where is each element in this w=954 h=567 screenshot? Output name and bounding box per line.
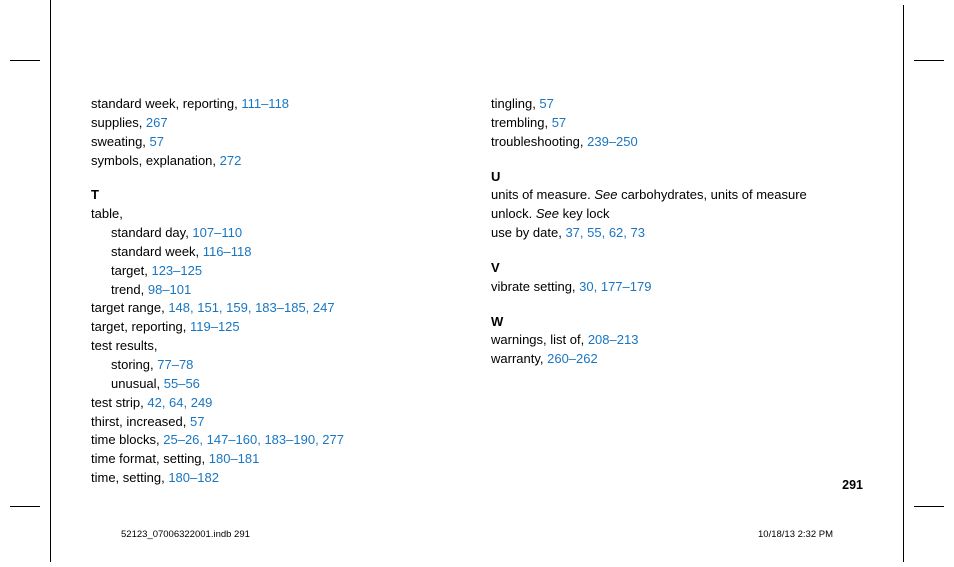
index-term: standard week, xyxy=(111,244,203,259)
index-page-ref[interactable]: 107–110 xyxy=(192,225,242,240)
index-page-ref[interactable]: 116–118 xyxy=(203,244,252,259)
index-page-ref[interactable]: 111–118 xyxy=(241,96,289,111)
see-target: carbohydrates, units of measure xyxy=(617,187,806,202)
index-term: use by date, xyxy=(491,225,565,240)
index-page-ref[interactable]: 37, 55, 62, 73 xyxy=(565,225,645,240)
index-entry: time format, setting, 180–181 xyxy=(91,450,463,469)
index-columns: standard week, reporting, 111–118 suppli… xyxy=(91,95,863,488)
index-page-ref[interactable]: 55–56 xyxy=(164,376,200,391)
index-term: warnings, list of, xyxy=(491,332,588,347)
crop-mark xyxy=(10,506,40,507)
index-term: warranty, xyxy=(491,351,547,366)
index-entry: unlock. See key lock xyxy=(491,205,863,224)
index-page-ref[interactable]: 123–125 xyxy=(151,263,202,278)
index-page-ref[interactable]: 77–78 xyxy=(157,357,193,372)
section-letter-t: T xyxy=(91,186,463,205)
index-entry: time, setting, 180–182 xyxy=(91,469,463,488)
index-entry: vibrate setting, 30, 177–179 xyxy=(491,278,863,297)
footer-filename: 52123_07006322001.indb 291 xyxy=(121,529,250,540)
crop-mark xyxy=(10,60,40,61)
index-entry: standard week, reporting, 111–118 xyxy=(91,95,463,114)
index-term: trembling, xyxy=(491,115,552,130)
index-page-ref[interactable]: 267 xyxy=(146,115,168,130)
index-page-ref[interactable]: 57 xyxy=(190,414,204,429)
index-term: target, reporting, xyxy=(91,319,190,334)
index-term: units of measure. xyxy=(491,187,594,202)
index-term: unusual, xyxy=(111,376,164,391)
index-entry: test results, xyxy=(91,337,463,356)
index-page-ref[interactable]: 180–181 xyxy=(209,451,260,466)
index-page-ref[interactable]: 98–101 xyxy=(148,282,191,297)
index-term: standard day, xyxy=(111,225,192,240)
index-entry: symbols, explanation, 272 xyxy=(91,152,463,171)
index-term: trend, xyxy=(111,282,148,297)
section-letter-w: W xyxy=(491,313,863,332)
index-page-ref[interactable]: 180–182 xyxy=(168,470,219,485)
index-term: storing, xyxy=(111,357,157,372)
index-page-ref[interactable]: 57 xyxy=(150,134,164,149)
index-right-column: tingling, 57 trembling, 57 troubleshooti… xyxy=(491,95,863,488)
print-footer: 52123_07006322001.indb 291 10/18/13 2:32… xyxy=(121,529,833,540)
index-page-ref[interactable]: 25–26, 147–160, 183–190, 277 xyxy=(163,432,344,447)
index-subentry: standard day, 107–110 xyxy=(91,224,463,243)
index-term: time, setting, xyxy=(91,470,168,485)
index-term: supplies, xyxy=(91,115,146,130)
index-page: standard week, reporting, 111–118 suppli… xyxy=(50,5,904,562)
crop-mark xyxy=(914,506,944,507)
index-page-ref[interactable]: 119–125 xyxy=(190,319,240,334)
index-page-ref[interactable]: 42, 64, 249 xyxy=(147,395,212,410)
index-term: test strip, xyxy=(91,395,147,410)
index-term: target, xyxy=(111,263,151,278)
index-term: tingling, xyxy=(491,96,539,111)
index-term: troubleshooting, xyxy=(491,134,587,149)
index-left-column: standard week, reporting, 111–118 suppli… xyxy=(91,95,463,488)
index-entry: time blocks, 25–26, 147–160, 183–190, 27… xyxy=(91,431,463,450)
index-subentry: storing, 77–78 xyxy=(91,356,463,375)
index-term: vibrate setting, xyxy=(491,279,579,294)
index-page-ref[interactable]: 30, 177–179 xyxy=(579,279,651,294)
index-term: symbols, explanation, xyxy=(91,153,220,168)
footer-datetime: 10/18/13 2:32 PM xyxy=(758,529,833,540)
index-entry: warnings, list of, 208–213 xyxy=(491,331,863,350)
index-entry: warranty, 260–262 xyxy=(491,350,863,369)
index-entry: sweating, 57 xyxy=(91,133,463,152)
index-entry: supplies, 267 xyxy=(91,114,463,133)
index-subentry: unusual, 55–56 xyxy=(91,375,463,394)
see-label: See xyxy=(536,206,559,221)
index-entry: troubleshooting, 239–250 xyxy=(491,133,863,152)
section-letter-u: U xyxy=(491,168,863,187)
index-term: sweating, xyxy=(91,134,150,149)
index-term: time blocks, xyxy=(91,432,163,447)
page-number: 291 xyxy=(842,478,863,492)
index-entry: trembling, 57 xyxy=(491,114,863,133)
index-entry: table, xyxy=(91,205,463,224)
index-page-ref[interactable]: 208–213 xyxy=(588,332,639,347)
crop-mark xyxy=(914,60,944,61)
index-page-ref[interactable]: 272 xyxy=(220,153,242,168)
index-term: unlock. xyxy=(491,206,536,221)
index-subentry: trend, 98–101 xyxy=(91,281,463,300)
see-label: See xyxy=(594,187,617,202)
index-subentry: target, 123–125 xyxy=(91,262,463,281)
index-entry: target range, 148, 151, 159, 183–185, 24… xyxy=(91,299,463,318)
index-page-ref[interactable]: 260–262 xyxy=(547,351,598,366)
index-entry: thirst, increased, 57 xyxy=(91,413,463,432)
index-entry: use by date, 37, 55, 62, 73 xyxy=(491,224,863,243)
index-page-ref[interactable]: 148, 151, 159, 183–185, 247 xyxy=(168,300,334,315)
index-entry: units of measure. See carbohydrates, uni… xyxy=(491,186,863,205)
index-term: standard week, reporting, xyxy=(91,96,241,111)
index-term: thirst, increased, xyxy=(91,414,190,429)
see-target: key lock xyxy=(559,206,610,221)
index-page-ref[interactable]: 239–250 xyxy=(587,134,638,149)
index-subentry: standard week, 116–118 xyxy=(91,243,463,262)
section-letter-v: V xyxy=(491,259,863,278)
index-entry: tingling, 57 xyxy=(491,95,863,114)
index-page-ref[interactable]: 57 xyxy=(539,96,553,111)
index-entry: target, reporting, 119–125 xyxy=(91,318,463,337)
index-term: time format, setting, xyxy=(91,451,209,466)
index-term: target range, xyxy=(91,300,168,315)
index-page-ref[interactable]: 57 xyxy=(552,115,566,130)
index-entry: test strip, 42, 64, 249 xyxy=(91,394,463,413)
